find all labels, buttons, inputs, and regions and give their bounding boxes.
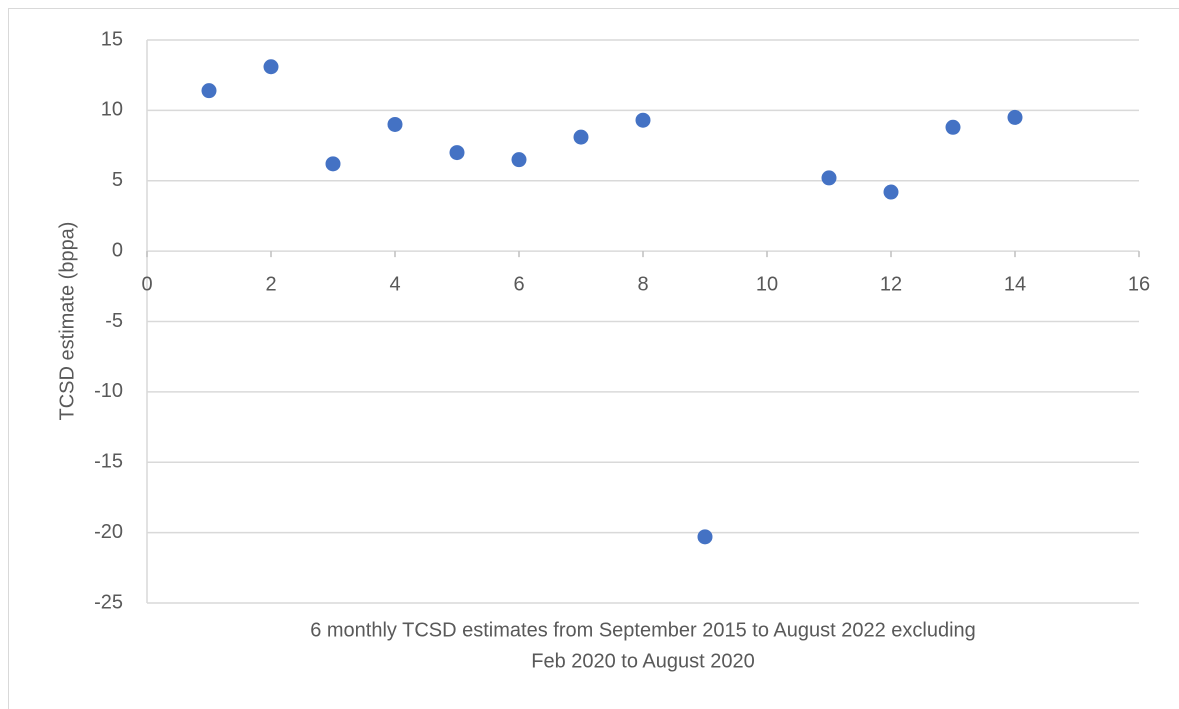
point [697,529,713,545]
x-tick-label: 12 [880,273,902,295]
x-axis-title: Feb 2020 to August 2020 [531,650,755,672]
point [325,156,341,172]
point [635,112,651,128]
x-tick-label: 16 [1128,273,1150,295]
y-tick-label: -20 [94,521,123,543]
x-tick-label: 8 [637,273,648,295]
y-tick-label: -25 [94,591,123,613]
x-tick-label: 6 [513,273,524,295]
point [449,145,465,161]
x-tick-label: 0 [141,273,152,295]
x-tick-label: 10 [756,273,778,295]
point [573,129,589,145]
point [511,152,527,168]
point [387,116,403,132]
point [201,83,217,99]
x-tick-label: 4 [389,273,400,295]
point [821,170,837,186]
point [263,59,279,75]
y-tick-label: 5 [112,169,123,191]
point [945,119,961,135]
y-tick-label: 0 [112,239,123,261]
y-axis-title: TCSD estimate (bppa) [56,222,78,421]
y-tick-label: 15 [101,28,123,50]
point [1007,109,1023,125]
x-tick-label: 14 [1004,273,1026,295]
y-tick-label: -10 [94,380,123,402]
x-tick-label: 2 [265,273,276,295]
point [883,184,899,200]
y-tick-label: -15 [94,451,123,473]
x-axis-title: 6 monthly TCSD estimates from September … [310,619,976,641]
chart-border [8,8,1179,709]
y-tick-label: 10 [101,99,123,121]
y-tick-label: -5 [105,310,123,332]
